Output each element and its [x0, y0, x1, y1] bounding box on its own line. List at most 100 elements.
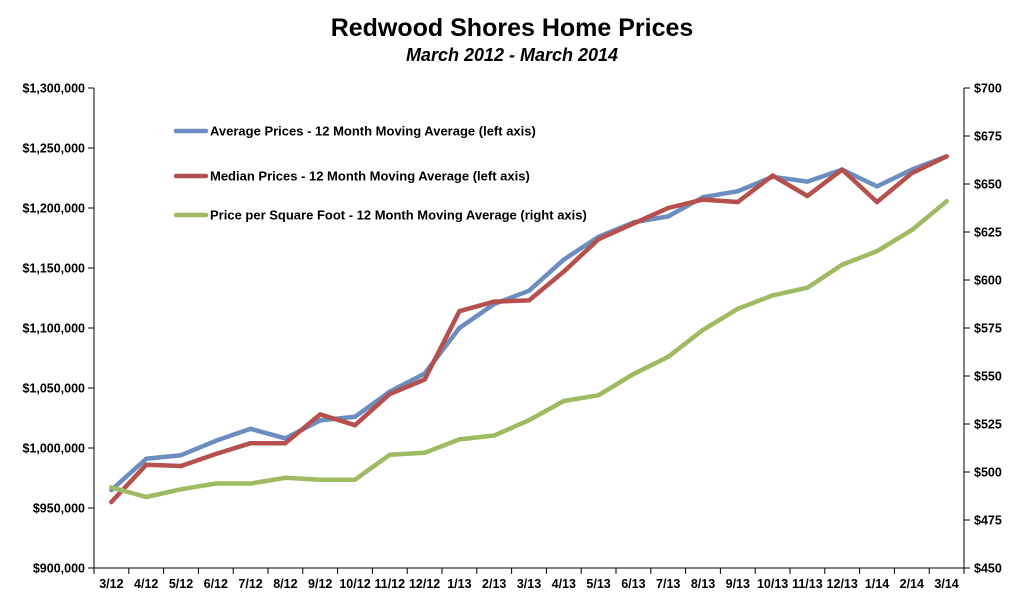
x-tick-label: 1/14	[865, 577, 889, 591]
left-tick-label: $1,150,000	[22, 262, 85, 276]
series-1-point	[213, 451, 218, 457]
x-tick-label: 5/13	[586, 577, 610, 591]
x-tick-label: 11/13	[792, 577, 823, 591]
x-tick-label: 6/13	[621, 577, 645, 591]
x-tick-label: 11/12	[375, 577, 406, 591]
series-0-point	[178, 453, 184, 458]
series-2-point	[144, 494, 149, 500]
series-2-point	[526, 417, 532, 423]
series-1-point	[944, 154, 949, 159]
left-tick-label: $1,050,000	[22, 382, 85, 396]
right-tick-label: $600	[974, 274, 1002, 288]
series-0-point	[213, 438, 218, 443]
axes-group: $900,000 $950,000 $1,000,000 $1,050,000 $1,1…	[22, 82, 1001, 592]
x-tick-label: 2/14	[900, 577, 924, 591]
series-2-point	[492, 433, 497, 438]
series-1-point	[109, 499, 114, 505]
series-2-point	[248, 481, 253, 486]
x-tick-label: 1/13	[447, 577, 471, 591]
left-tick-label: $900,000	[33, 562, 85, 576]
chart-subtitle: March 2012 - March 2014	[405, 45, 619, 65]
series-2-point	[213, 481, 218, 486]
series-1-point	[492, 299, 497, 304]
x-tick-label: 12/12	[409, 577, 440, 591]
series-1-point	[909, 171, 914, 176]
series-2-point	[178, 487, 184, 492]
series-2-point	[422, 450, 427, 455]
x-tick-label: 10/13	[757, 577, 788, 591]
series-0-point	[874, 184, 880, 189]
series-0-point	[805, 179, 810, 184]
x-tick-label: 8/12	[273, 577, 297, 591]
series-1-point	[144, 462, 149, 467]
series-1-point	[700, 197, 706, 202]
series-0-point	[457, 325, 462, 331]
series-0-point	[526, 288, 532, 293]
series-1-point	[387, 391, 392, 397]
x-tick-label: 3/14	[934, 577, 958, 591]
right-tick-label: $700	[974, 82, 1002, 96]
x-tick-label: 7/12	[238, 577, 262, 591]
series-0-point	[561, 257, 566, 262]
legend-label-1: Median Prices - 12 Month Moving Average …	[210, 169, 530, 184]
x-tick-label: 9/13	[726, 577, 750, 591]
series-2-point	[874, 249, 880, 254]
series-group	[109, 154, 949, 505]
series-1-point	[457, 309, 462, 314]
left-tick-label: $1,000,000	[22, 442, 85, 456]
series-1-point	[283, 441, 288, 446]
legend-label-2: Price per Square Foot - 12 Month Moving …	[210, 208, 587, 223]
series-2-point	[840, 262, 845, 267]
legend: Average Prices - 12 Month Moving Average…	[173, 124, 587, 223]
x-tick-label: 4/12	[134, 577, 158, 591]
left-tick-label: $950,000	[33, 502, 85, 516]
series-2-point	[596, 393, 601, 398]
series-1-point	[666, 205, 671, 211]
series-2-point	[109, 485, 114, 490]
series-1-point	[561, 269, 566, 274]
left-tick-label: $1,300,000	[22, 82, 85, 96]
left-tick-label: $1,250,000	[22, 142, 85, 156]
right-tick-label: $450	[974, 562, 1002, 576]
series-2-point	[283, 475, 288, 480]
series-2-point	[387, 452, 392, 457]
x-tick-label: 8/13	[691, 577, 715, 591]
series-line-0	[109, 154, 949, 493]
series-line-2	[109, 199, 949, 500]
series-0-point	[666, 214, 671, 219]
series-2-point	[805, 285, 810, 290]
right-tick-label: $475	[974, 514, 1002, 528]
series-1-point	[874, 199, 880, 205]
chart-title: Redwood Shores Home Prices	[330, 14, 694, 42]
series-1-point	[596, 237, 601, 242]
x-tick-label: 7/13	[656, 577, 680, 591]
series-2-point	[909, 227, 914, 233]
x-tick-label: 3/12	[99, 577, 123, 591]
x-tick-label: 5/12	[169, 577, 193, 591]
left-tick-label: $1,200,000	[22, 202, 85, 216]
series-0-point	[144, 456, 149, 461]
series-1-point	[422, 377, 427, 382]
series-1-point	[735, 199, 740, 205]
series-0-point	[352, 414, 358, 419]
series-2-point	[666, 354, 671, 359]
right-tick-label: $650	[974, 178, 1002, 192]
series-2-point	[318, 477, 323, 482]
right-tick-label: $500	[974, 466, 1002, 480]
series-1-point	[770, 173, 775, 178]
series-1-point	[248, 441, 253, 446]
x-tick-label: 10/12	[339, 577, 370, 591]
right-tick-label: $675	[974, 130, 1002, 144]
series-2-point	[457, 437, 462, 442]
series-1-point	[526, 298, 532, 303]
x-tick-label: 12/13	[827, 577, 858, 591]
x-tick-label: 2/13	[482, 577, 506, 591]
legend-label-0: Average Prices - 12 Month Moving Average…	[210, 124, 536, 139]
series-2-point	[944, 199, 949, 204]
x-tick-label: 3/13	[517, 577, 541, 591]
series-0-point	[735, 189, 740, 194]
series-2-point	[700, 327, 706, 333]
series-1-point	[805, 193, 810, 199]
series-1-point	[178, 463, 184, 469]
